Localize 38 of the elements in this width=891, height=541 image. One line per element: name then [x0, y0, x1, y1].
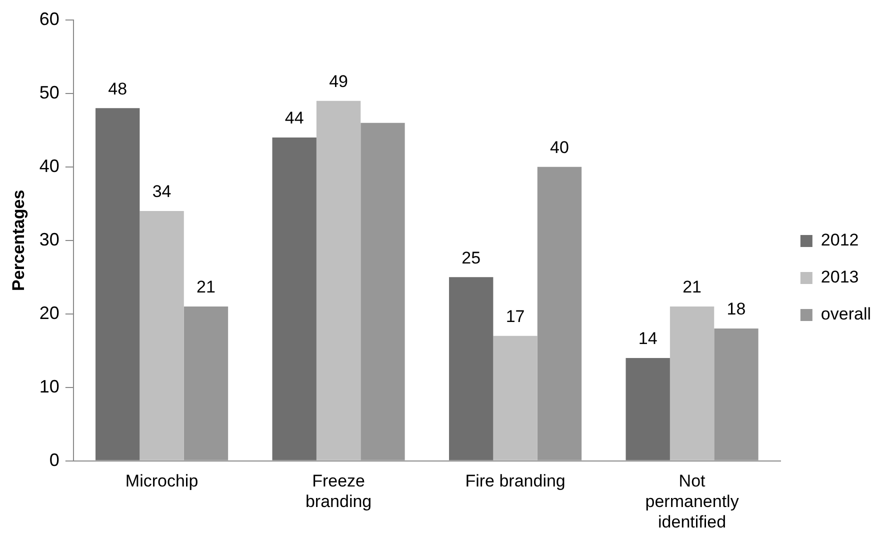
bar: [626, 358, 670, 460]
data-label: 44: [284, 108, 304, 128]
data-label: 40: [550, 138, 569, 158]
bar: [272, 138, 316, 460]
bar: [316, 100, 361, 460]
legend-label: 2013: [820, 268, 859, 287]
y-tick-label: 10: [39, 376, 60, 396]
legend-label: 2012: [820, 230, 859, 250]
bar: [184, 306, 228, 460]
bar: [670, 306, 714, 460]
x-tick-label: Freeze branding: [305, 472, 372, 512]
bar: [96, 108, 140, 460]
bar: [714, 328, 758, 460]
legend-label: overall: [820, 304, 872, 324]
y-axis-title: Percentages: [8, 190, 28, 291]
y-tick-label: 40: [39, 156, 60, 176]
y-tick-label: 60: [39, 8, 60, 29]
bar: [493, 336, 538, 460]
data-label: 18: [726, 300, 746, 319]
data-label: 34: [152, 182, 172, 202]
bar: [449, 277, 494, 460]
y-tick-label: 50: [39, 82, 60, 102]
x-tick-label: Fire branding: [465, 472, 566, 491]
data-label: 48: [108, 79, 128, 98]
bar: [140, 211, 184, 460]
data-label: 14: [638, 329, 658, 348]
data-label: 21: [196, 278, 216, 297]
data-label: 17: [506, 307, 525, 326]
bar: [360, 122, 405, 460]
data-label: 25: [462, 248, 481, 268]
y-tick-label: 0: [49, 450, 60, 470]
data-label: 49: [329, 72, 348, 91]
y-tick-label: 30: [39, 229, 60, 250]
y-tick-label: 20: [39, 302, 60, 323]
x-tick-label: Not permanently identified: [645, 472, 740, 532]
bar: [537, 166, 582, 460]
x-tick-label: Microchip: [125, 472, 198, 491]
data-label: 21: [682, 278, 702, 297]
